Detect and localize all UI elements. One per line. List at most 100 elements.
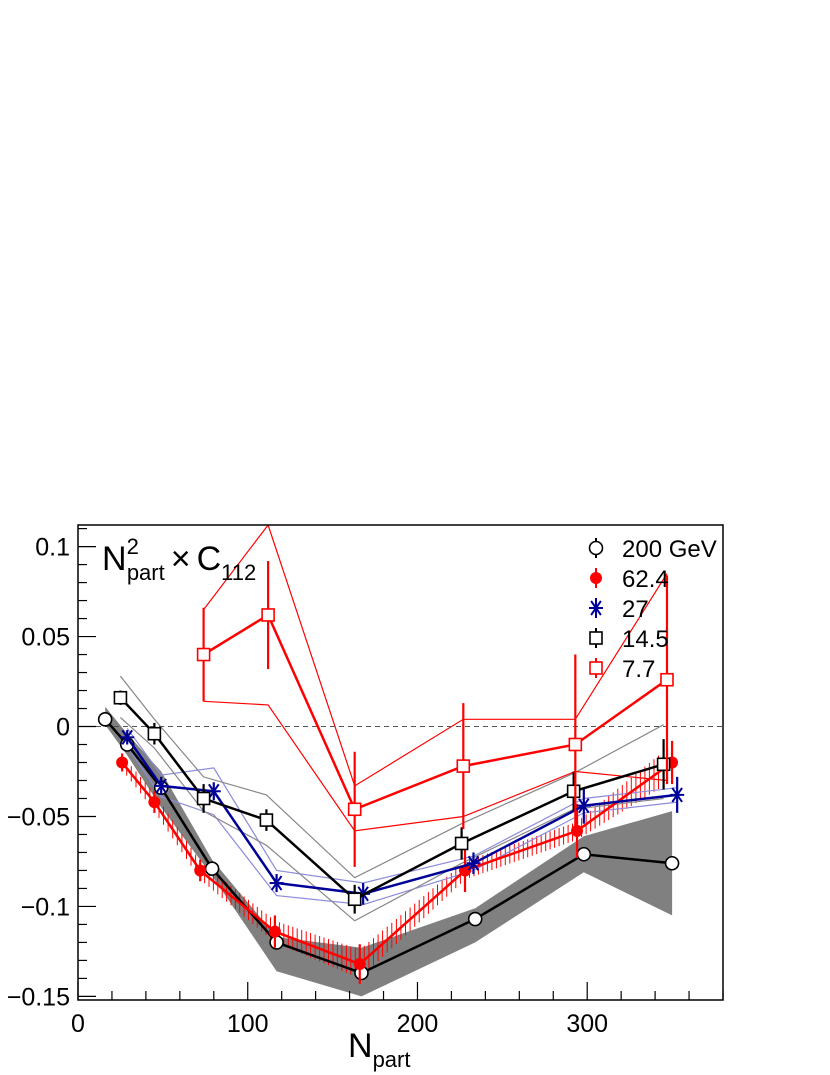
data-point-200-gev — [467, 911, 483, 927]
legend-label-7-7: 7.7 — [622, 656, 655, 683]
band-lower-7-7 — [203, 700, 668, 832]
data-point-7-7 — [261, 608, 275, 622]
y-tick-label: 0.1 — [35, 534, 70, 562]
series-line-14-5 — [119, 696, 664, 901]
legend-entry-27: 27 — [589, 596, 649, 623]
data-point-200-gev-shape — [664, 855, 680, 871]
y-quantity-annotation: N2 part × C112 — [102, 534, 256, 585]
band-upper-14-5 — [119, 675, 664, 879]
data-point-14-5 — [454, 836, 469, 851]
series-line-7-7 — [202, 613, 668, 811]
data-point-14-5-shape — [259, 813, 274, 827]
data-point-62-4 — [268, 925, 281, 938]
data-point-14-5-shape — [347, 892, 362, 907]
data-point-62-4-shape — [148, 796, 161, 809]
x-tick-label: 0 — [71, 1010, 85, 1038]
data-point-200-gev-shape — [269, 935, 284, 950]
data-point-7-7-shape — [660, 672, 674, 687]
data-point-27 — [466, 855, 481, 871]
data-point-200-gev — [204, 861, 220, 876]
y-tick-label: −0.05 — [7, 803, 70, 831]
data-point-62-4-shape — [116, 756, 129, 769]
y-tick-label: 0.05 — [21, 624, 70, 652]
data-point-14-5-shape — [196, 791, 211, 806]
data-point-200-gev — [97, 712, 113, 727]
data-point-27 — [120, 729, 135, 745]
data-point-7-7 — [347, 802, 362, 817]
legend-marker-7-7-shape — [589, 661, 603, 675]
data-point-14-5 — [566, 784, 581, 799]
data-point-62-4-shape — [571, 824, 584, 837]
legend-marker-14-5-shape — [589, 631, 603, 645]
data-point-200-gev — [576, 846, 592, 862]
data-point-62-4-shape — [194, 864, 207, 877]
legend-label-14-5: 14.5 — [622, 626, 669, 653]
legend-entry-62-4: 62.4 — [590, 566, 669, 593]
data-point-27-arm-d2 — [155, 778, 167, 794]
data-point-7-7-shape — [261, 608, 275, 622]
data-point-14-5-shape — [147, 726, 162, 741]
data-point-62-4-shape — [268, 925, 281, 938]
data-point-200-gev-shape — [97, 712, 113, 727]
data-point-200-gev-shape — [467, 911, 483, 927]
data-point-62-4 — [194, 864, 207, 877]
band-upper-27 — [126, 727, 678, 884]
x-axis-title: Npart — [348, 1027, 410, 1072]
y-tick-label: −0.1 — [21, 893, 70, 921]
legend-entry-14-5: 14.5 — [589, 626, 669, 653]
data-point-27-arm-d2 — [671, 787, 683, 803]
data-point-200-gev-shape — [576, 846, 592, 862]
series-line-27 — [126, 736, 678, 896]
data-point-200-gev — [269, 935, 284, 950]
y-tick-label: −0.15 — [7, 983, 70, 1011]
data-point-27-arm-d2 — [270, 875, 283, 891]
data-point-14-5-shape — [113, 690, 128, 705]
axes: 0 100 200 300 0.1 0.05 0 −0.05 −0.1 −0.15 — [7, 527, 724, 1038]
data-point-7-7 — [196, 647, 211, 662]
data-point-27-arm-d2 — [121, 729, 133, 745]
series-7-7 — [196, 560, 674, 867]
data-point-200-gev-shape — [204, 861, 220, 876]
data-point-7-7 — [660, 672, 674, 687]
y-tick-label: 0 — [56, 714, 70, 742]
systematic-bands — [105, 525, 678, 997]
x-tick-label: 300 — [566, 1010, 608, 1038]
legend-marker-14-5 — [589, 631, 603, 645]
series-14-5 — [113, 690, 671, 914]
legend-marker-27-arm-d2 — [590, 600, 602, 616]
data-point-62-4 — [353, 958, 366, 971]
data-point-27 — [670, 787, 685, 803]
legend-entry-200-gev: 200 GeV — [588, 536, 717, 563]
band-200-gev — [105, 706, 673, 997]
data-point-62-4-shape — [353, 958, 366, 971]
data-point-14-5 — [347, 892, 362, 907]
band-upper-7-7 — [203, 525, 668, 787]
legend-marker-27 — [589, 600, 603, 616]
data-point-62-4 — [148, 796, 161, 809]
data-point-62-4 — [571, 824, 584, 837]
legend-marker-62-4-shape — [590, 572, 602, 584]
legend-label-27: 27 — [622, 596, 649, 623]
data-point-14-5-shape — [566, 784, 581, 799]
data-point-27-arm-d2 — [578, 798, 590, 814]
series-27 — [120, 729, 685, 905]
legend-label-62-4: 62.4 — [622, 566, 669, 593]
data-point-14-5-shape — [454, 836, 469, 851]
data-point-27 — [269, 875, 284, 891]
legend-marker-200-gev — [588, 540, 604, 556]
legend-marker-7-7 — [589, 661, 603, 675]
data-point-7-7 — [568, 737, 583, 752]
legend: 200 GeV 62.4 27 14.5 7.7 — [588, 536, 717, 683]
data-point-27 — [576, 798, 591, 814]
x-tick-label: 200 — [397, 1010, 439, 1038]
data-point-7-7-shape — [347, 802, 362, 817]
data-point-14-5 — [196, 791, 211, 806]
legend-marker-62-4 — [590, 572, 602, 584]
data-point-14-5 — [147, 726, 162, 741]
data-point-7-7 — [456, 759, 471, 773]
legend-entry-7-7: 7.7 — [589, 656, 655, 683]
data-point-7-7-shape — [456, 759, 471, 773]
series-line-62-4 — [121, 761, 673, 966]
data-point-14-5 — [113, 690, 128, 705]
